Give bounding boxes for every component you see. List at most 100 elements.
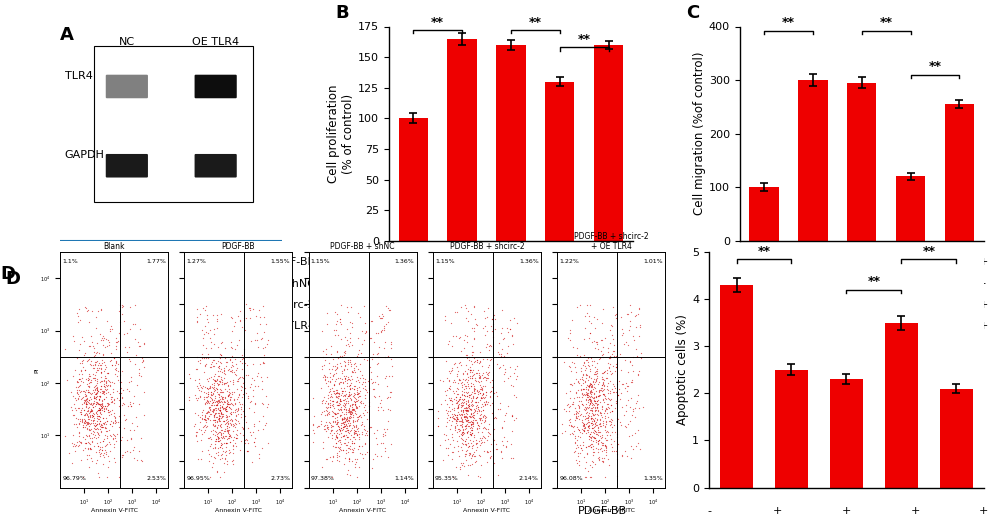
Point (597, 451, 613, 460)
Point (455, 408, 471, 417)
Point (348, 458, 364, 466)
Point (445, 410, 461, 418)
Point (598, 436, 614, 445)
Point (210, 424, 226, 432)
Point (460, 402, 476, 410)
Point (576, 403, 592, 411)
Point (313, 397, 329, 405)
Point (74, 359, 90, 367)
Point (78, 432, 94, 440)
Point (587, 343, 603, 352)
Point (454, 399, 470, 407)
Point (568, 411, 584, 420)
Point (95, 420, 111, 428)
Point (78, 398, 94, 407)
Point (585, 441, 601, 450)
Point (234, 373, 250, 381)
Point (89, 423, 105, 432)
Point (81, 463, 97, 471)
Point (631, 303, 647, 312)
Point (193, 426, 209, 435)
Point (588, 436, 604, 444)
Point (444, 473, 460, 481)
Point (337, 405, 353, 414)
Point (586, 337, 602, 345)
Point (340, 422, 356, 430)
Point (460, 402, 476, 410)
Point (330, 392, 346, 400)
Point (586, 313, 602, 321)
Point (212, 377, 228, 386)
Point (459, 417, 475, 426)
Point (88, 399, 104, 407)
Point (617, 447, 633, 456)
Point (242, 313, 258, 322)
Point (342, 317, 358, 326)
Title: PDGF-BB: PDGF-BB (222, 242, 255, 251)
Point (350, 365, 366, 373)
Point (622, 317, 638, 325)
Point (89, 383, 105, 392)
Point (94, 460, 110, 468)
Point (87, 370, 103, 379)
Point (570, 432, 586, 440)
Point (322, 395, 338, 404)
Point (616, 356, 632, 364)
Point (595, 386, 611, 394)
Point (603, 407, 619, 415)
Point (105, 399, 121, 408)
Point (603, 435, 619, 443)
Point (245, 386, 261, 394)
Point (472, 403, 488, 411)
Point (352, 449, 368, 457)
Point (341, 407, 357, 415)
Point (215, 403, 231, 412)
Point (209, 430, 225, 438)
Point (454, 407, 470, 415)
Point (612, 388, 628, 397)
X-axis label: Annexin V-FITC: Annexin V-FITC (339, 508, 386, 513)
Point (88, 420, 104, 428)
Point (578, 355, 594, 364)
Point (603, 420, 619, 429)
Point (326, 381, 342, 389)
Point (115, 411, 131, 420)
Point (329, 455, 345, 464)
Point (590, 439, 606, 448)
Point (333, 377, 349, 386)
Point (113, 388, 129, 397)
Point (211, 381, 227, 390)
Point (204, 427, 220, 435)
Point (609, 354, 625, 362)
Point (472, 414, 488, 422)
Point (561, 363, 577, 371)
Point (457, 407, 473, 415)
Point (584, 357, 600, 365)
Point (593, 336, 609, 344)
Point (207, 443, 223, 452)
Text: -: - (386, 300, 390, 310)
Text: A: A (60, 26, 74, 45)
Point (349, 425, 365, 434)
Point (328, 438, 344, 447)
Point (454, 370, 470, 378)
Point (351, 412, 367, 420)
Point (594, 390, 610, 399)
Point (329, 420, 345, 429)
Point (454, 396, 470, 404)
Point (92, 417, 108, 425)
Point (369, 353, 385, 361)
Point (340, 392, 356, 400)
Point (582, 390, 598, 399)
Point (316, 372, 332, 380)
Point (330, 437, 346, 445)
Point (590, 439, 606, 447)
Point (101, 357, 117, 366)
Point (468, 386, 484, 394)
Point (97, 402, 113, 410)
Point (575, 378, 591, 387)
Point (83, 331, 99, 340)
Point (562, 422, 578, 430)
Point (215, 417, 231, 425)
Point (213, 440, 229, 449)
